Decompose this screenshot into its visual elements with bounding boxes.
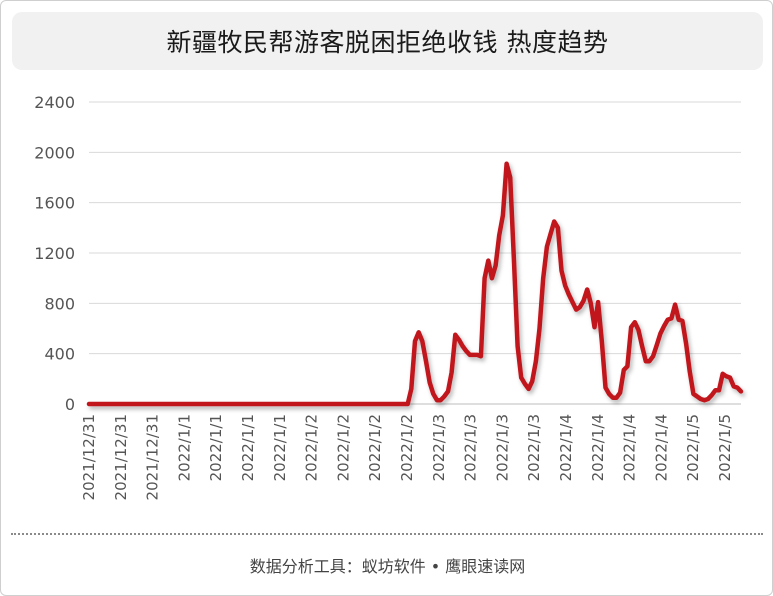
x-tick-label: 2021/12/31 xyxy=(80,414,98,500)
x-tick-label: 2022/1/2 xyxy=(334,414,352,481)
x-tick-label: 2022/1/4 xyxy=(589,414,607,481)
x-tick-label: 2022/1/4 xyxy=(557,414,575,481)
x-tick-label: 2022/1/1 xyxy=(239,414,257,481)
x-tick-label: 2022/1/1 xyxy=(175,414,193,481)
y-tick-label: 2000 xyxy=(34,143,75,162)
footer-credit: 数据分析工具：蚁坊软件 • 鹰眼速读网 xyxy=(249,557,526,576)
x-tick-label: 2022/1/3 xyxy=(493,414,511,481)
y-tick-label: 1200 xyxy=(34,244,75,263)
x-tick-label: 2022/1/2 xyxy=(398,414,416,481)
x-tick-label: 2022/1/2 xyxy=(303,414,321,481)
footer-divider xyxy=(11,533,763,535)
y-tick-label: 1600 xyxy=(34,194,75,213)
page-title: 新疆牧民帮游客脱困拒绝收钱 热度趋势 xyxy=(166,28,609,57)
x-tick-label: 2022/1/5 xyxy=(684,414,702,481)
y-tick-label: 800 xyxy=(44,294,75,313)
title-bar: 新疆牧民帮游客脱困拒绝收钱 热度趋势 xyxy=(12,12,763,70)
x-tick-label: 2022/1/3 xyxy=(525,414,543,481)
y-tick-label: 2400 xyxy=(34,93,75,112)
x-tick-label: 2022/1/1 xyxy=(207,414,225,481)
x-tick-label: 2021/12/31 xyxy=(112,414,130,500)
x-tick-label: 2022/1/4 xyxy=(652,414,670,481)
x-tick-label: 2021/12/31 xyxy=(144,414,162,500)
y-tick-label: 400 xyxy=(44,345,75,364)
x-tick-label: 2022/1/2 xyxy=(366,414,384,481)
x-tick-label: 2022/1/3 xyxy=(462,414,480,481)
x-tick-label: 2022/1/5 xyxy=(716,414,734,481)
y-tick-label: 0 xyxy=(65,395,75,414)
x-tick-label: 2022/1/3 xyxy=(430,414,448,481)
x-tick-label: 2022/1/4 xyxy=(621,414,639,481)
series-line xyxy=(86,161,744,407)
x-tick-label: 2022/1/1 xyxy=(271,414,289,481)
